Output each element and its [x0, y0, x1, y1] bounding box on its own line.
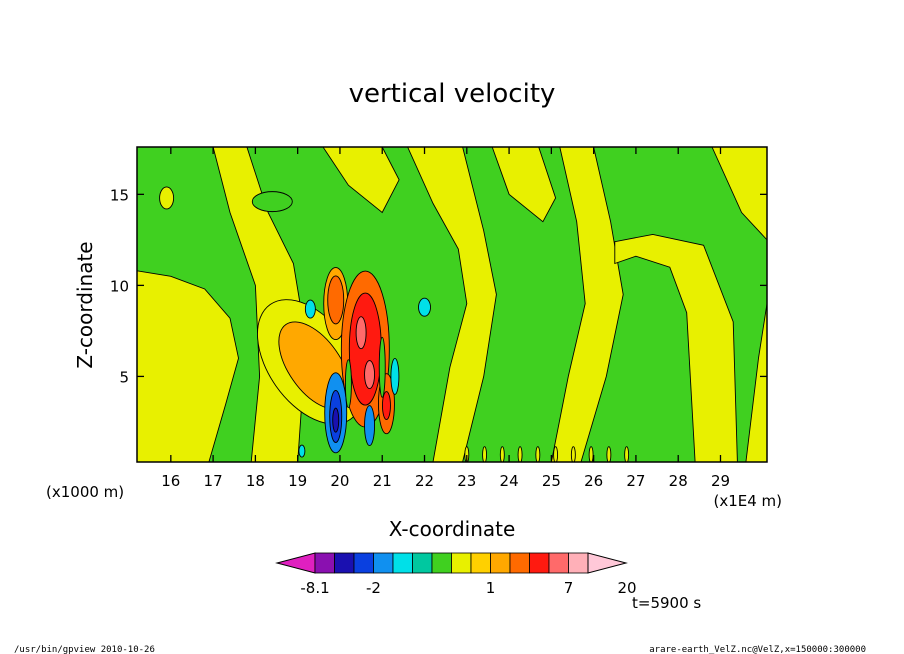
x-tick-label: 16: [161, 472, 180, 490]
x-tick-label: 20: [330, 472, 349, 490]
colorbar-segment: [314, 552, 335, 574]
plot-area: [136, 146, 768, 463]
colorbar: -8.1 -2 1 7 20: [275, 552, 637, 597]
contour-region: [745, 303, 767, 462]
x-tick-label: 28: [669, 472, 688, 490]
colorbar-segment: [392, 552, 413, 574]
time-label: t=5900 s: [632, 594, 701, 612]
contour-cell: [382, 391, 391, 421]
y-unit-label: (x1000 m): [46, 483, 124, 501]
x-tick-label: 29: [711, 472, 730, 490]
colorbar-tick-label: 20: [617, 579, 636, 597]
x-tick-label: 18: [246, 472, 265, 490]
colorbar-segment: [451, 552, 472, 574]
x-tick-label: 27: [626, 472, 645, 490]
contour-cell: [332, 407, 340, 433]
x-tick-label: 21: [373, 472, 392, 490]
y-axis: 5 10 15: [110, 186, 767, 386]
colorbar-segment: [470, 552, 491, 574]
x-tick-label: 19: [288, 472, 307, 490]
x-tick-label: 26: [584, 472, 603, 490]
y-tick-label: 15: [110, 186, 129, 204]
contour-cell: [418, 297, 431, 317]
colorbar-segment: [509, 552, 530, 574]
contour-region: [322, 147, 400, 214]
contour-cell: [570, 446, 576, 462]
colorbar-low-extension: [275, 552, 316, 574]
contour-cell: [482, 446, 488, 462]
contour-cell: [159, 186, 175, 210]
contour-cell: [251, 191, 293, 213]
footer-right: arare-earth_VelZ.nc@VelZ,x=150000:300000: [649, 645, 866, 654]
colorbar-segment: [548, 552, 569, 574]
colorbar-segment: [529, 552, 550, 574]
contour-cell: [390, 357, 400, 395]
x-tick-label: 23: [457, 472, 476, 490]
contour-cell: [517, 446, 523, 462]
y-axis-label: Z-coordinate: [73, 241, 97, 368]
colorbar-tick-label: -8.1: [300, 579, 329, 597]
contour-cell: [344, 359, 352, 409]
colorbar-tick-label: -2: [366, 579, 381, 597]
x-axis: 16 17 18 19 20 21 22 23 24 25 26 27 28 29: [161, 147, 730, 490]
x-tick-label: 22: [415, 472, 434, 490]
contour-region: [407, 147, 497, 462]
contour-cell: [327, 275, 345, 325]
contour-cell: [606, 446, 612, 462]
colorbar-segment: [490, 552, 511, 574]
colorbar-tick-label: 1: [486, 579, 496, 597]
contour-region: [614, 233, 738, 462]
colorbar-segment: [334, 552, 355, 574]
plot-frame: [136, 146, 768, 463]
colorbar-tick-label: 7: [564, 579, 574, 597]
contour-cell: [364, 360, 376, 390]
contour-cell: [553, 446, 559, 462]
velocity-field: [137, 147, 767, 462]
colorbar-segment: [353, 552, 374, 574]
contour-cell: [378, 336, 386, 398]
y-tick-label: 5: [119, 368, 129, 386]
contour-cell: [355, 316, 367, 350]
colorbar-segment: [568, 552, 589, 574]
colorbar-segment: [431, 552, 452, 574]
colorbar-segment: [412, 552, 433, 574]
footer-left: /usr/bin/gpview 2010-10-26: [14, 645, 155, 654]
contour-cell: [588, 446, 594, 462]
contour-region: [491, 147, 557, 223]
chart-title: vertical velocity: [349, 79, 556, 109]
colorbar-segment: [373, 552, 394, 574]
contour-cell: [298, 444, 306, 458]
contour-cell: [304, 299, 316, 319]
colorbar-high-extension: [587, 552, 628, 574]
x-unit-label: (x1E4 m): [713, 492, 782, 510]
x-tick-label: 24: [500, 472, 519, 490]
contour-cell: [364, 405, 376, 447]
contour-region: [711, 147, 767, 241]
contour-region: [550, 147, 624, 462]
contour-cell: [535, 446, 541, 462]
contour-region: [137, 270, 239, 462]
contour-cell: [499, 446, 505, 462]
x-tick-label: 25: [542, 472, 561, 490]
x-axis-label: X-coordinate: [389, 517, 516, 541]
contour-cell: [348, 292, 382, 406]
contour-cell: [464, 446, 470, 462]
contour-cell: [624, 446, 630, 462]
x-tick-label: 17: [204, 472, 223, 490]
y-tick-label: 10: [110, 277, 129, 295]
